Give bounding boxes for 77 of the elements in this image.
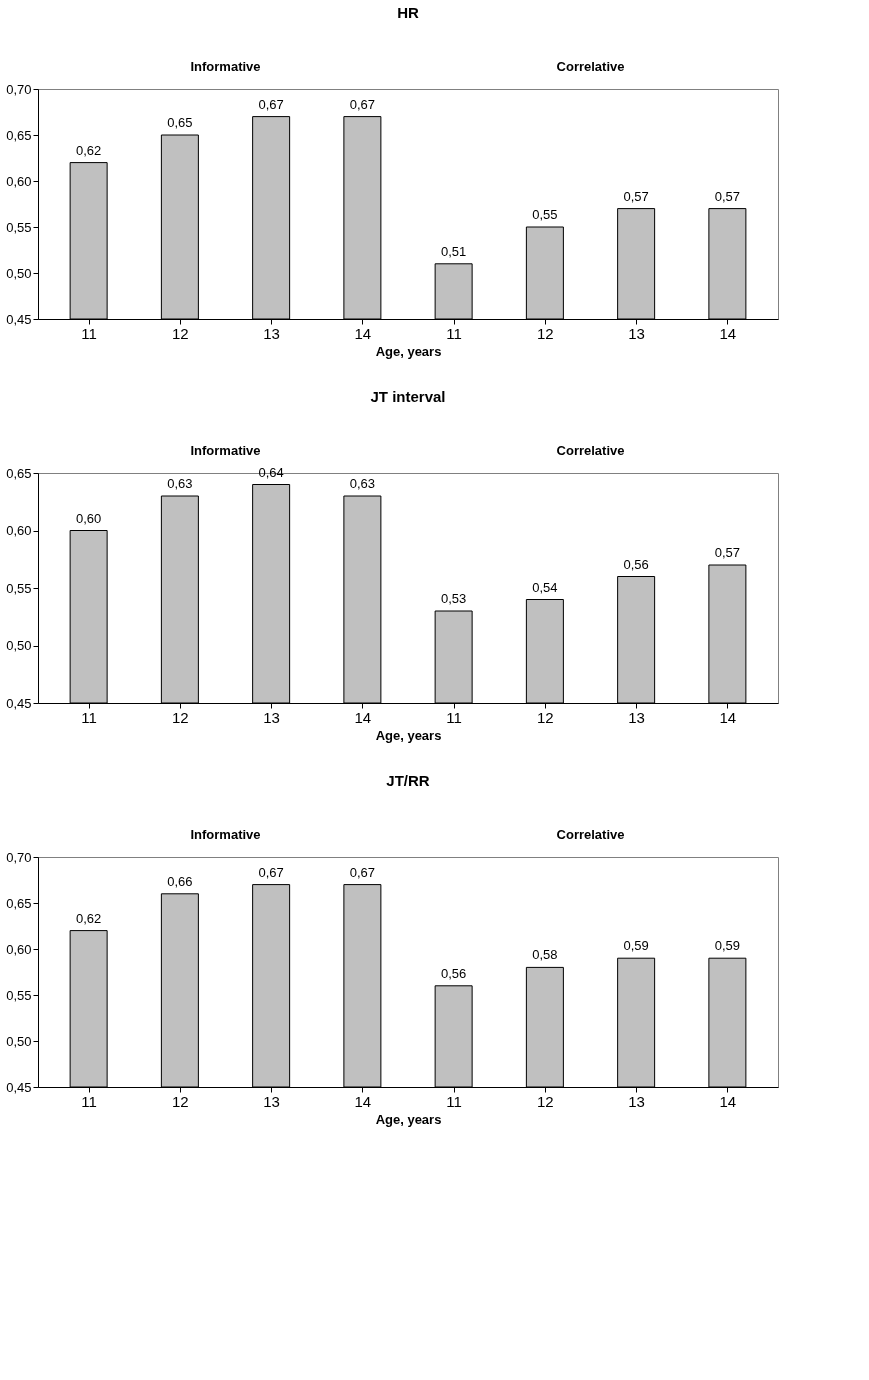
data-label: 0,57 — [714, 188, 741, 204]
y-tick-label: 0,50 — [6, 638, 32, 653]
x-tick-label: 12 — [537, 1092, 554, 1110]
x-tick-label: 14 — [719, 324, 737, 342]
x-axis-title: Age, years — [375, 1111, 442, 1127]
data-label: 0,63 — [349, 476, 376, 491]
x-axis-title: Age, years — [375, 343, 442, 359]
x-axis-title: Age, years — [375, 727, 442, 743]
text: Correlative — [556, 827, 625, 842]
text: Informative — [190, 59, 261, 74]
y-tick-label: 0,65 — [6, 465, 32, 481]
data-label: 0,66 — [167, 873, 193, 889]
text: Informative — [190, 827, 261, 842]
text: Informative — [190, 443, 261, 458]
x-tick-label: 11 — [81, 708, 97, 726]
x-tick-label: 11 — [446, 1092, 462, 1110]
y-tick-label: 0,60 — [6, 173, 32, 189]
x-tick-label: 14 — [354, 324, 372, 342]
y-tick-label: 0,65 — [6, 895, 32, 911]
y-tick-label: 0,50 — [6, 265, 32, 281]
data-label: 0,57 — [714, 545, 741, 560]
x-tick-label: 13 — [628, 1092, 645, 1110]
data-label: 0,56 — [623, 556, 649, 572]
x-tick-label: 14 — [719, 708, 737, 726]
y-tick-label: 0,50 — [6, 1033, 32, 1049]
data-label: 0,58 — [532, 947, 558, 963]
data-label: 0,67 — [258, 96, 284, 112]
y-tick-label: 0,60 — [6, 523, 32, 538]
x-tick-label: 14 — [354, 708, 372, 726]
chart-title: HR — [397, 4, 419, 21]
x-tick-label: 12 — [537, 708, 554, 726]
x-tick-label: 13 — [263, 708, 280, 726]
y-tick-label: 0,45 — [6, 1079, 32, 1095]
x-tick-label: 13 — [263, 1092, 280, 1110]
data-label: 0,67 — [349, 96, 376, 112]
x-tick-label: 11 — [446, 324, 462, 342]
x-tick-label: 12 — [537, 324, 554, 342]
x-tick-label: 13 — [263, 324, 280, 342]
chart-title: JT/RR — [386, 772, 430, 789]
data-label: 0,53 — [440, 591, 467, 606]
y-tick-label: 0,55 — [6, 580, 32, 596]
x-tick-label: 12 — [172, 708, 189, 726]
x-tick-label: 11 — [446, 708, 462, 726]
data-label: 0,59 — [714, 938, 741, 954]
text: Correlative — [556, 443, 625, 458]
x-tick-label: 14 — [719, 1092, 737, 1110]
y-tick-label: 0,55 — [6, 987, 32, 1003]
data-label: 0,60 — [75, 510, 102, 526]
data-label: 0,59 — [623, 938, 649, 954]
data-label: 0,67 — [349, 864, 376, 880]
y-tick-label: 0,60 — [6, 941, 32, 957]
data-label: 0,54 — [532, 579, 558, 595]
x-tick-label: 14 — [354, 1092, 372, 1110]
y-tick-label: 0,45 — [6, 311, 32, 327]
data-label: 0,55 — [532, 207, 558, 222]
y-tick-label: 0,70 — [6, 81, 32, 97]
x-tick-label: 11 — [81, 324, 97, 342]
x-tick-label: 13 — [628, 324, 645, 342]
x-tick-label: 12 — [172, 324, 189, 342]
data-label: 0,64 — [258, 464, 284, 480]
data-label: 0,56 — [440, 965, 467, 981]
y-tick-label: 0,70 — [6, 849, 32, 865]
data-label: 0,51 — [440, 243, 467, 259]
data-label: 0,67 — [258, 864, 284, 880]
data-label: 0,65 — [167, 115, 193, 130]
data-label: 0,62 — [75, 142, 102, 158]
x-tick-label: 12 — [172, 1092, 189, 1110]
x-tick-label: 13 — [628, 708, 645, 726]
data-label: 0,57 — [623, 188, 649, 204]
chart-title: JT interval — [370, 388, 446, 405]
y-tick-label: 0,55 — [6, 219, 32, 235]
y-tick-label: 0,65 — [6, 127, 32, 143]
data-label: 0,63 — [167, 476, 193, 491]
data-label: 0,62 — [75, 910, 102, 926]
x-tick-label: 11 — [81, 1092, 97, 1110]
y-tick-label: 0,45 — [6, 695, 32, 711]
text: Correlative — [556, 59, 625, 74]
